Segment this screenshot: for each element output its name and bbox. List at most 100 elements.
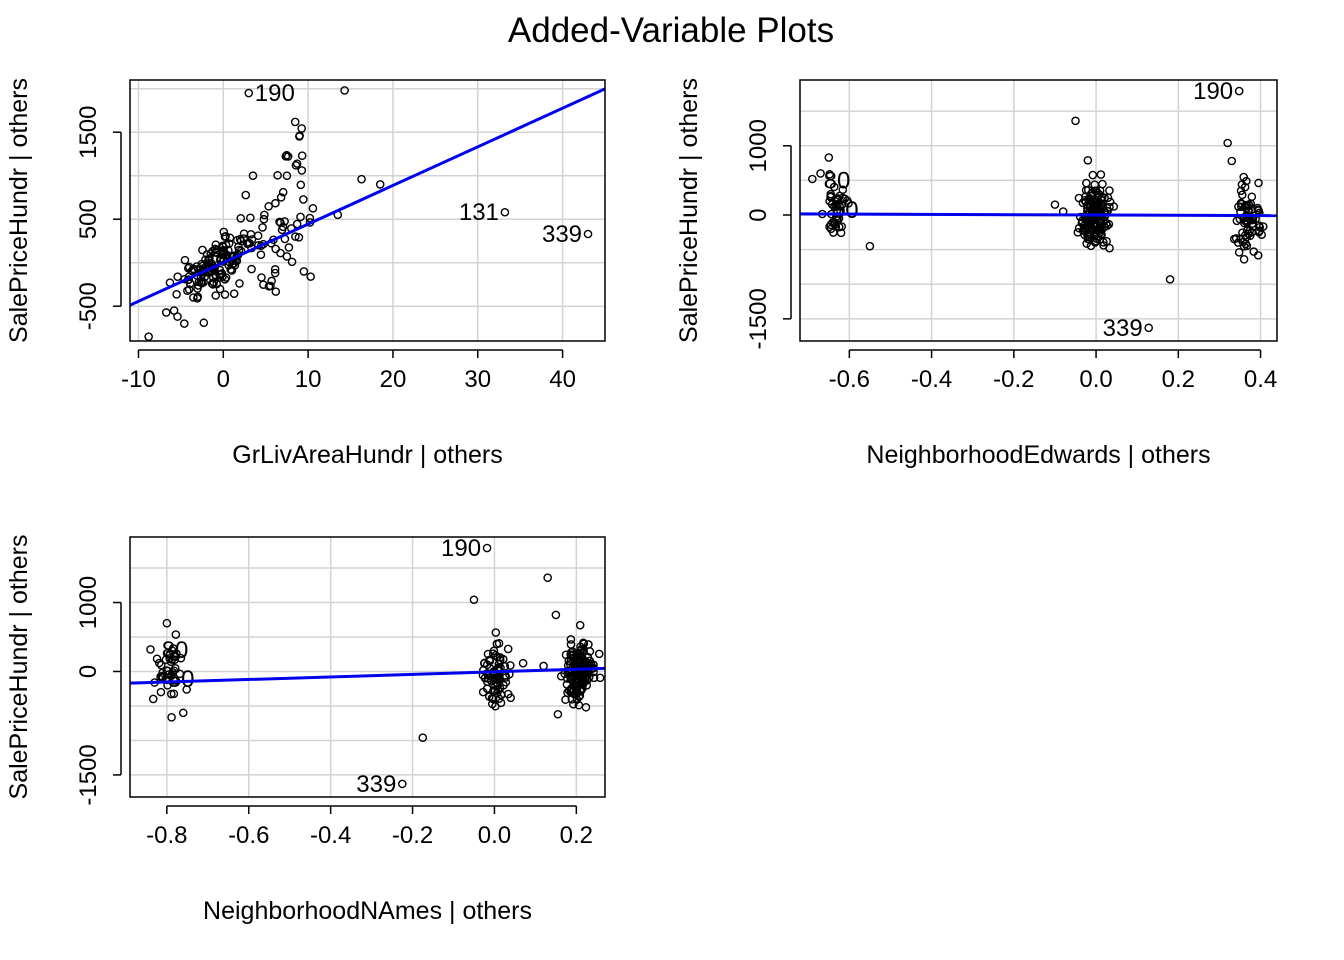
fit-line	[800, 212, 1277, 218]
data-point	[280, 217, 289, 226]
data-point	[1087, 226, 1097, 236]
x-tick-label: 20	[380, 366, 407, 393]
y-tick-label: -1500	[745, 288, 772, 349]
data-point	[1074, 223, 1084, 233]
data-point	[198, 245, 207, 255]
data-point	[500, 207, 510, 217]
data-point	[566, 635, 576, 644]
fit-line	[130, 87, 605, 307]
data-point	[244, 88, 254, 98]
data-point	[1083, 156, 1093, 165]
data-point	[291, 232, 300, 241]
data-point	[257, 273, 266, 282]
data-point	[200, 272, 209, 282]
data-point	[295, 131, 304, 140]
x-axis-label: NeighborhoodNAmes | others	[203, 897, 532, 925]
data-point	[209, 278, 219, 287]
x-tick-label: 30	[464, 366, 491, 393]
data-point	[256, 250, 266, 260]
data-point	[1234, 248, 1244, 257]
data-point	[182, 685, 191, 694]
data-point	[162, 618, 172, 628]
data-point	[567, 687, 577, 697]
data-point	[833, 199, 842, 209]
data-point	[176, 653, 186, 663]
data-point	[297, 151, 307, 160]
data-point	[551, 610, 561, 620]
data-point	[585, 656, 595, 666]
point-label: 190	[441, 535, 481, 562]
point-label: 190	[255, 80, 295, 107]
data-point	[260, 210, 269, 220]
data-point	[207, 279, 217, 288]
data-point	[1098, 192, 1107, 202]
data-point	[148, 694, 158, 704]
data-point	[1240, 231, 1250, 240]
data-point	[1084, 195, 1094, 205]
data-point	[488, 699, 497, 709]
data-point	[180, 255, 190, 265]
data-point	[165, 654, 174, 663]
data-point	[485, 656, 495, 666]
data-point	[826, 191, 836, 201]
data-point	[241, 190, 251, 200]
data-point	[575, 620, 585, 630]
data-point	[299, 195, 308, 204]
data-point	[178, 708, 188, 718]
data-point	[296, 180, 306, 190]
data-point	[1236, 186, 1246, 196]
data-point	[264, 201, 273, 211]
data-point	[1237, 202, 1246, 212]
data-point	[838, 185, 848, 195]
data-point	[1254, 178, 1263, 188]
data-point	[169, 666, 179, 675]
y-tick-label: 500	[75, 199, 102, 239]
data-point	[271, 198, 280, 208]
data-point	[828, 218, 837, 227]
data-point	[573, 655, 582, 665]
data-point	[1088, 170, 1098, 180]
data-point	[1050, 200, 1060, 209]
data-point	[488, 694, 498, 704]
point-label: 339	[542, 221, 582, 248]
data-point	[282, 171, 292, 180]
data-point	[154, 658, 164, 668]
data-point	[259, 214, 269, 224]
data-point	[375, 180, 385, 189]
data-point	[152, 654, 162, 664]
x-tick-label: -0.2	[993, 366, 1034, 393]
y-axis-label: SalePriceHundr | others	[675, 78, 703, 343]
y-axis-label: SalePriceHundr | others	[5, 78, 33, 343]
data-point	[418, 733, 428, 742]
point-label: 80	[162, 637, 189, 664]
data-point	[266, 281, 275, 291]
data-point	[506, 693, 515, 703]
data-point	[183, 286, 192, 295]
data-point	[215, 273, 225, 282]
data-point	[169, 306, 179, 315]
x-tick-label: -0.2	[392, 822, 433, 849]
data-point	[503, 644, 513, 654]
data-point	[398, 779, 407, 789]
data-point	[575, 691, 585, 700]
data-point	[569, 650, 578, 659]
data-point	[1105, 186, 1114, 195]
data-point	[1242, 176, 1251, 186]
plot-box	[799, 79, 1278, 342]
data-point	[299, 267, 309, 276]
data-point	[282, 252, 292, 261]
data-point	[493, 685, 503, 695]
point-label: 190	[1193, 78, 1233, 105]
x-tick-label: -0.6	[829, 366, 870, 393]
data-point	[824, 153, 834, 162]
data-point	[267, 276, 276, 286]
data-point	[581, 702, 591, 712]
data-point	[865, 241, 875, 251]
data-point	[204, 255, 213, 265]
data-point	[208, 247, 217, 256]
data-point	[273, 171, 282, 180]
data-point	[1105, 197, 1115, 207]
data-point	[278, 222, 288, 232]
data-point	[158, 668, 167, 677]
data-point	[218, 250, 228, 260]
